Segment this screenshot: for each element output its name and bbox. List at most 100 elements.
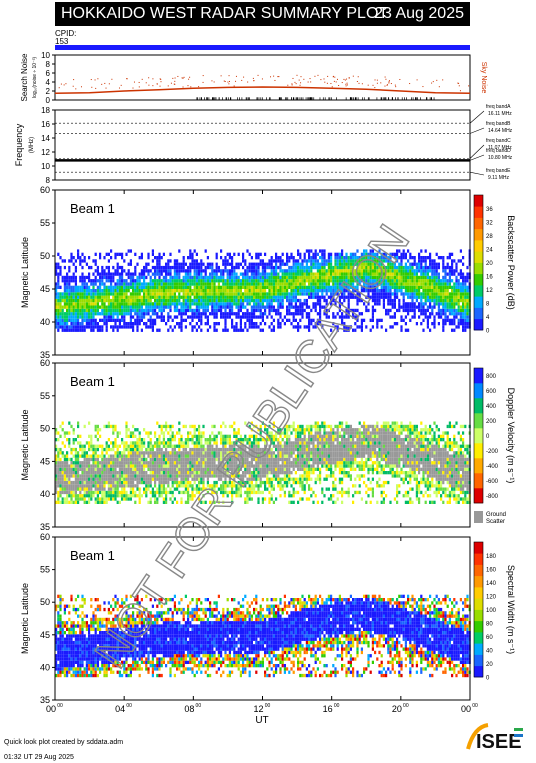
panel-velocity-cell <box>189 464 192 468</box>
panel-power-cell <box>354 275 357 280</box>
panel-power-cell <box>81 318 84 322</box>
panel-power-cell <box>195 302 198 306</box>
panel-power-cell <box>231 275 234 280</box>
panel-power-cell <box>310 318 313 322</box>
panel-velocity-cell <box>99 477 102 481</box>
panel-power-cell <box>393 252 396 256</box>
panel-power-cell <box>270 285 273 289</box>
panel-velocity-cell <box>189 497 192 501</box>
panel-velocity-cell <box>74 451 77 455</box>
panel-power-cell <box>140 282 143 286</box>
panel-power-cell <box>352 285 355 289</box>
panel-velocity-cell <box>107 477 110 481</box>
panel-velocity-cell <box>123 457 126 462</box>
panel-power-cell <box>279 279 282 283</box>
panel-velocity-cell <box>129 434 132 438</box>
panel-velocity-cell <box>61 454 64 458</box>
panel-velocity-cell <box>160 457 163 462</box>
panel-velocity-cell <box>211 424 214 429</box>
panel-power-cell <box>178 265 181 270</box>
panel-velocity-cell <box>198 457 201 462</box>
panel-velocity-cell <box>96 500 99 504</box>
panel-velocity-cell <box>187 484 190 488</box>
panel-velocity-cell <box>167 484 170 488</box>
panel-velocity-cell <box>132 484 135 488</box>
panel-power-cell <box>286 308 289 313</box>
panel-velocity-cell <box>105 477 108 481</box>
panel-power-cell <box>369 328 372 332</box>
panel-power-cell <box>198 265 201 270</box>
panel-power-cell <box>290 295 293 299</box>
panel-velocity-cell <box>77 424 80 429</box>
panel-power-cell <box>400 285 403 289</box>
panel-power-cell <box>264 298 267 303</box>
panel-velocity-cell <box>156 464 159 468</box>
panel-power-cell <box>457 285 460 289</box>
panel-velocity-cell <box>134 428 137 432</box>
search-noise-tick <box>415 97 416 101</box>
panel-power-cell <box>145 292 148 296</box>
panel-power-cell <box>99 305 102 309</box>
panel-power-cell <box>127 285 130 289</box>
search-noise-tick <box>367 97 369 101</box>
panel-velocity-cell <box>96 428 99 432</box>
panel-power-cell <box>132 315 135 319</box>
panel-power-cell <box>224 318 227 322</box>
search-noise-tick <box>392 97 393 101</box>
panel-power-cell <box>371 305 374 309</box>
panel-power-cell <box>180 279 183 283</box>
panel-power-cell <box>193 298 196 303</box>
panel-velocity-cell <box>129 471 132 475</box>
panel-power-cell <box>101 275 104 280</box>
panel-power-cell <box>231 298 234 303</box>
panel-power-cell <box>99 312 102 316</box>
panel-power-cell <box>162 282 165 286</box>
panel-power-cell <box>189 308 192 313</box>
panel-power-cell <box>77 305 80 309</box>
panel-velocity-cell <box>116 471 119 475</box>
panel-power-cell <box>387 279 390 283</box>
panel-power-cell <box>134 295 137 299</box>
panel-power-cell <box>169 265 172 270</box>
panel-power-cell <box>453 328 456 332</box>
panel-power-cell <box>213 312 216 316</box>
panel-power-cell <box>160 295 163 299</box>
panel-power-cell <box>420 272 423 276</box>
panel-power-cell <box>363 285 366 289</box>
panel-power-cell <box>154 269 157 273</box>
panel-velocity-cell <box>178 431 181 435</box>
panel-power-cell <box>279 302 282 306</box>
panel-velocity-cell <box>105 497 108 501</box>
panel-power-cell <box>294 318 297 322</box>
panel-velocity-cell <box>167 444 170 448</box>
panel-power-cell <box>292 318 295 322</box>
panel-velocity-cell <box>187 490 190 495</box>
panel-velocity-cell <box>202 447 205 452</box>
panel-velocity-cell <box>123 474 126 478</box>
panel-power-cell <box>334 275 337 280</box>
panel-power-cell <box>369 279 372 283</box>
panel-power-cell <box>116 305 119 309</box>
panel-power-cell <box>132 285 135 289</box>
page-title: HOKKAIDO WEST RADAR SUMMARY PLOT <box>61 5 389 22</box>
panel-velocity-cell <box>101 444 104 448</box>
search-noise-point <box>159 85 161 87</box>
panel-power-cell <box>281 289 284 293</box>
panel-velocity-cell <box>182 477 185 481</box>
panel-velocity-cell <box>211 451 214 455</box>
panel-power-cell <box>305 289 308 293</box>
panel-power-cell <box>195 252 198 256</box>
panel-power-cell <box>275 252 278 256</box>
panel-power-cell <box>92 322 95 326</box>
panel-power-cell <box>297 322 300 326</box>
panel-velocity-cell <box>101 474 104 478</box>
panel-power-cell <box>407 275 410 280</box>
panel-power-cell <box>200 265 203 270</box>
panel-velocity-cell <box>138 451 141 455</box>
panel-velocity-cell <box>112 471 115 475</box>
panel-power-cell <box>297 252 300 256</box>
panel-power-cell <box>173 292 176 296</box>
panel-power-ytick-label: 45 <box>40 284 50 294</box>
panel-power-cell <box>415 298 418 303</box>
panel-velocity-cell <box>127 494 130 498</box>
